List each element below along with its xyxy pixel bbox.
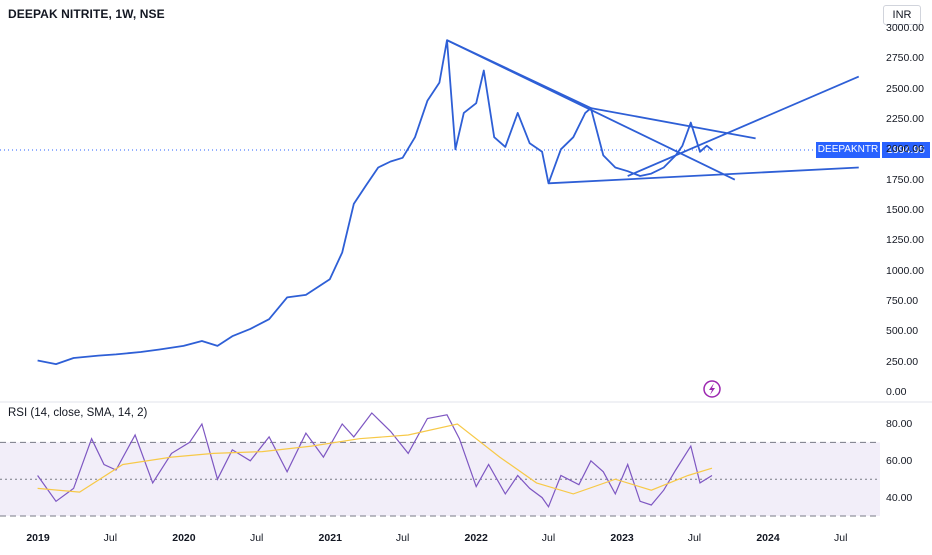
price-y-tick-label: 3000.00 [886, 22, 924, 34]
x-tick-label: 2021 [318, 532, 342, 544]
price-y-tick-label: 2250.00 [886, 113, 924, 125]
x-tick-label: Jul [834, 532, 848, 544]
currency-button[interactable]: INR [883, 5, 921, 25]
price-y-tick-label: 1750.00 [886, 173, 924, 186]
price-y-tick-label: 2500.00 [886, 82, 924, 95]
trendline-4[interactable] [548, 166, 859, 185]
rsi-title: RSI (14, close, SMA, 14, 2) [8, 407, 148, 419]
x-tick-label: 2023 [610, 532, 634, 544]
price-y-tick-label: 0.00 [886, 386, 907, 398]
trendline-3[interactable] [590, 107, 756, 140]
rsi-line [37, 412, 713, 509]
x-tick-label: Jul [395, 532, 410, 544]
x-tick-label: 2020 [172, 532, 196, 544]
x-tick-label: Jul [249, 532, 264, 544]
rsi-y-tick-label: 60.00 [886, 454, 913, 467]
price-y-tick-label: 500.00 [886, 325, 919, 338]
rsi-y-tick-label: 40.00 [886, 491, 913, 504]
trendline-2[interactable] [446, 39, 592, 109]
price-y-tick-label: 1500.00 [886, 204, 924, 216]
rsi-ma-line [37, 423, 713, 495]
price-y-tick-label: 2000.00 [886, 143, 924, 156]
x-tick-label: Jul [687, 532, 702, 544]
price-y-tick-label: 2750.00 [886, 52, 924, 65]
price-y-tick-label: 1000.00 [886, 264, 924, 277]
x-tick-label: Jul [103, 532, 118, 544]
x-tick-label: 2022 [464, 532, 488, 544]
price-y-tick-label: 1250.00 [886, 234, 924, 247]
flash-icon[interactable] [703, 380, 721, 398]
symbol-tag: DEEPAKNTR [816, 142, 880, 158]
rsi-y-tick-label: 80.00 [886, 418, 913, 430]
price-y-tick-label: 750.00 [886, 295, 919, 307]
x-tick-label: Jul [541, 532, 556, 544]
last-price-tag: 1994.95 [882, 142, 930, 158]
x-tick-label: 2024 [756, 532, 780, 544]
chart-title: DEEPAK NITRITE, 1W, NSE [8, 7, 165, 21]
trendline-5[interactable] [627, 75, 860, 177]
price-y-tick-label: 250.00 [886, 355, 919, 368]
price-series-line [37, 39, 713, 365]
x-tick-label: 2019 [26, 532, 50, 544]
